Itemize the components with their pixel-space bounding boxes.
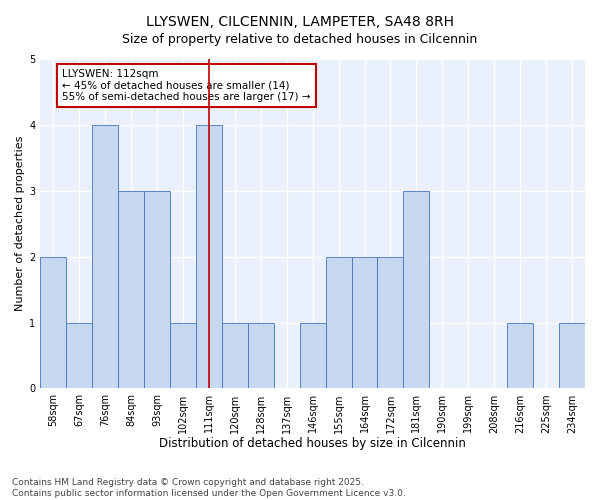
X-axis label: Distribution of detached houses by size in Cilcennin: Distribution of detached houses by size … <box>159 437 466 450</box>
Bar <box>559 322 585 388</box>
Bar <box>326 256 352 388</box>
Text: Contains HM Land Registry data © Crown copyright and database right 2025.
Contai: Contains HM Land Registry data © Crown c… <box>12 478 406 498</box>
Bar <box>299 322 326 388</box>
Bar <box>377 256 403 388</box>
Text: LLYSWEN, CILCENNIN, LAMPETER, SA48 8RH: LLYSWEN, CILCENNIN, LAMPETER, SA48 8RH <box>146 15 454 29</box>
Bar <box>222 322 248 388</box>
Text: LLYSWEN: 112sqm
← 45% of detached houses are smaller (14)
55% of semi-detached h: LLYSWEN: 112sqm ← 45% of detached houses… <box>62 69 311 102</box>
Bar <box>248 322 274 388</box>
Bar <box>92 125 118 388</box>
Bar <box>118 191 144 388</box>
Bar <box>403 191 430 388</box>
Bar <box>196 125 222 388</box>
Bar <box>170 322 196 388</box>
Bar <box>144 191 170 388</box>
Bar <box>352 256 377 388</box>
Bar <box>507 322 533 388</box>
Bar <box>66 322 92 388</box>
Text: Size of property relative to detached houses in Cilcennin: Size of property relative to detached ho… <box>122 32 478 46</box>
Bar <box>40 256 66 388</box>
Y-axis label: Number of detached properties: Number of detached properties <box>15 136 25 312</box>
